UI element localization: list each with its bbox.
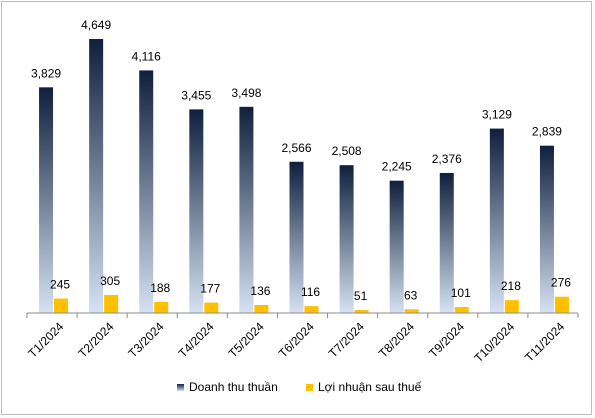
label-profit-t2-2024: 305 bbox=[100, 274, 120, 288]
legend-swatch-revenue bbox=[177, 384, 184, 391]
x-tick-label-t2-2024: T2/2024 bbox=[75, 319, 116, 360]
bar-revenue-t9-2024 bbox=[439, 172, 454, 313]
label-revenue-t4-2024: 3,455 bbox=[181, 88, 211, 102]
bar-profit-t2-2024 bbox=[104, 295, 119, 313]
label-profit-t5-2024: 136 bbox=[250, 284, 270, 298]
legend-swatch-profit bbox=[306, 384, 313, 391]
bar-revenue-t2-2024 bbox=[89, 39, 104, 313]
x-tick-label-t6-2024: T6/2024 bbox=[276, 319, 317, 360]
bar-profit-t3-2024 bbox=[154, 301, 169, 313]
label-revenue-t1-2024: 3,829 bbox=[31, 66, 61, 80]
bar-profit-t10-2024 bbox=[504, 300, 519, 313]
x-tick-label-t5-2024: T5/2024 bbox=[226, 319, 267, 360]
data-labels-group: 3,829 245 4,649 305 4,116 188 3,455 177 3,498 136… bbox=[31, 18, 571, 303]
x-tick-label-t1-2024: T1/2024 bbox=[25, 319, 66, 360]
legend-label-revenue: Doanh thu thuần bbox=[189, 380, 278, 394]
label-revenue-t5-2024: 3,498 bbox=[231, 86, 261, 100]
bar-profit-t7-2024 bbox=[354, 309, 369, 313]
x-tick-labels-group: T1/2024 T2/2024 T3/2024 T4/2024 T5/2024 T6/20… bbox=[25, 313, 579, 365]
bar-revenue-t1-2024 bbox=[39, 87, 54, 313]
label-profit-t8-2024: 63 bbox=[404, 288, 418, 302]
bar-revenue-t8-2024 bbox=[389, 180, 404, 313]
x-tick-label-t4-2024: T4/2024 bbox=[176, 319, 217, 360]
label-profit-t4-2024: 177 bbox=[200, 282, 220, 296]
label-revenue-t3-2024: 4,116 bbox=[132, 49, 161, 63]
legend-label-profit: Lợi nhuận sau thuế bbox=[318, 380, 422, 394]
label-revenue-t2-2024: 4,649 bbox=[81, 18, 111, 32]
legend: Doanh thu thuần Lợi nhuận sau thuế bbox=[177, 380, 422, 394]
bar-profit-t4-2024 bbox=[204, 302, 219, 313]
label-revenue-t11-2024: 2,839 bbox=[532, 125, 562, 139]
bar-profit-t8-2024 bbox=[404, 309, 419, 313]
x-tick-label-t3-2024: T3/2024 bbox=[126, 319, 167, 360]
bar-revenue-t6-2024 bbox=[289, 161, 304, 313]
x-tick-label-t7-2024: T7/2024 bbox=[326, 319, 367, 360]
label-profit-t9-2024: 101 bbox=[451, 286, 471, 300]
bar-profit-t5-2024 bbox=[254, 304, 269, 313]
bar-revenue-t4-2024 bbox=[189, 109, 204, 313]
bars-group bbox=[39, 39, 569, 313]
bar-revenue-t3-2024 bbox=[139, 70, 154, 313]
x-tick-label-t11-2024: T11/2024 bbox=[522, 319, 567, 364]
label-revenue-t7-2024: 2,508 bbox=[332, 144, 362, 158]
bar-profit-t11-2024 bbox=[554, 296, 569, 313]
label-profit-t6-2024: 116 bbox=[301, 285, 320, 299]
label-profit-t3-2024: 188 bbox=[150, 281, 170, 295]
x-tick-label-t9-2024: T9/2024 bbox=[426, 319, 467, 360]
label-revenue-t6-2024: 2,566 bbox=[281, 141, 311, 155]
bar-revenue-t7-2024 bbox=[339, 165, 354, 313]
label-profit-t11-2024: 276 bbox=[551, 276, 571, 290]
x-tick-label-t10-2024: T10/2024 bbox=[471, 319, 517, 365]
label-revenue-t10-2024: 3,129 bbox=[482, 108, 512, 122]
label-profit-t10-2024: 218 bbox=[501, 279, 521, 293]
x-tick-label-t8-2024: T8/2024 bbox=[376, 319, 417, 360]
bar-profit-t1-2024 bbox=[54, 298, 69, 313]
label-revenue-t8-2024: 2,245 bbox=[382, 160, 412, 174]
bar-revenue-t10-2024 bbox=[489, 128, 504, 313]
label-profit-t7-2024: 51 bbox=[354, 289, 368, 303]
bar-profit-t9-2024 bbox=[454, 307, 469, 313]
label-revenue-t9-2024: 2,376 bbox=[432, 152, 462, 166]
bar-profit-t6-2024 bbox=[304, 306, 319, 313]
bar-revenue-t11-2024 bbox=[539, 145, 554, 313]
bar-revenue-t5-2024 bbox=[239, 106, 254, 313]
label-profit-t1-2024: 245 bbox=[50, 278, 70, 292]
